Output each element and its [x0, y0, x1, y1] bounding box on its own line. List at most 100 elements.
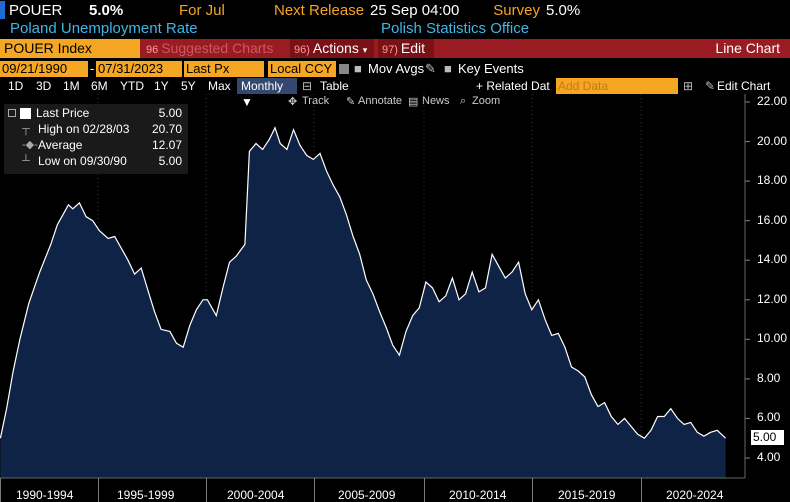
- key-events-toggle[interactable]: Key Events: [458, 61, 524, 76]
- actions-num: 96): [294, 44, 310, 56]
- security-description: Poland Unemployment Rate: [10, 20, 198, 37]
- track-tool[interactable]: Track: [302, 95, 330, 107]
- period-1d[interactable]: 1D: [8, 79, 24, 93]
- track-icon[interactable]: ✥: [288, 96, 298, 108]
- high-marker-icon: ┬: [22, 123, 30, 135]
- series-line: [0, 126, 727, 439]
- end-date-input[interactable]: 07/31/2023: [96, 61, 182, 77]
- next-release-label: Next Release: [274, 1, 365, 19]
- legend-last-price: Last Price 5.00: [4, 106, 188, 121]
- x-label-2020: 2020-2024: [666, 488, 724, 502]
- survey-value: 5.0%: [545, 1, 581, 19]
- edit-menu-button[interactable]: 97) Edit: [378, 39, 434, 58]
- period-6m[interactable]: 6M: [91, 79, 108, 93]
- annotate-icon[interactable]: ✎: [346, 96, 356, 108]
- x-axis: 1990-1994 1995-1999 2000-2004 2005-2009 …: [0, 478, 745, 502]
- collapse-icon[interactable]: [8, 109, 16, 117]
- legend-label: Average: [38, 138, 83, 152]
- y-tick-label: 10.00: [757, 331, 788, 346]
- header-row: POUER 5.0% For Jul Next Release 25 Sep 0…: [0, 0, 790, 20]
- table-button[interactable]: Table: [320, 79, 349, 93]
- series-swatch: [20, 108, 31, 119]
- x-tick: [206, 478, 207, 502]
- chevron-down-icon: ▾: [362, 45, 368, 55]
- edit-num: 97): [382, 44, 398, 56]
- legend-label: Low on 09/30/90: [38, 154, 127, 168]
- checkbox-icon[interactable]: ■: [444, 61, 452, 76]
- last-value-tag: 5.00: [751, 430, 784, 445]
- series-area-fill: [0, 127, 726, 478]
- chart-type-label: Line Chart: [715, 40, 780, 56]
- settings-icon[interactable]: ⊞: [683, 79, 694, 93]
- period-max[interactable]: Max: [208, 79, 231, 93]
- start-date-input[interactable]: 09/21/1990: [0, 61, 88, 77]
- x-label-1995: 1995-1999: [117, 488, 175, 502]
- security-input[interactable]: POUER Index: [0, 39, 140, 58]
- currency-select[interactable]: Local CCY: [268, 61, 336, 77]
- x-label-2000: 2000-2004: [227, 488, 285, 502]
- suggested-charts-button[interactable]: 96 Suggested Charts: [146, 39, 273, 60]
- period-bar: 1D 3D 1M 6M YTD 1Y 5Y Max Monthly ▼ ⊟ Ta…: [0, 78, 790, 109]
- chart-toolbar: POUER Index 96 Suggested Charts 96) Action…: [0, 39, 790, 58]
- description-row: Poland Unemployment Rate Polish Statisti…: [0, 20, 790, 39]
- checkbox-icon[interactable]: ■: [354, 61, 362, 76]
- legend-high: ┬ High on 02/28/03 20.70: [4, 122, 188, 137]
- add-data-input[interactable]: Add Data: [556, 78, 678, 94]
- y-tick-label: 14.00: [757, 252, 788, 267]
- actions-label: Actions: [312, 40, 359, 56]
- zoom-icon[interactable]: ⌕: [460, 95, 467, 107]
- y-tick-label: 22.00: [757, 94, 788, 108]
- low-marker-icon: ┴: [22, 155, 30, 167]
- period-5y[interactable]: 5Y: [181, 79, 196, 93]
- period-label: For Jul: [179, 1, 225, 19]
- legend-average: -◆- Average 12.07: [4, 138, 188, 153]
- current-value: 5.0%: [89, 1, 124, 19]
- edit-label: Edit: [400, 40, 426, 56]
- table-icon[interactable]: ⊟: [302, 79, 313, 93]
- x-tick: [0, 478, 1, 502]
- news-icon[interactable]: ▤: [408, 96, 419, 108]
- frequency-select[interactable]: Monthly ▼: [237, 78, 297, 109]
- average-marker-icon: -◆-: [22, 139, 38, 151]
- data-source: Polish Statistics Office: [381, 20, 530, 37]
- actions-menu-button[interactable]: 96) Actions ▾: [290, 39, 374, 58]
- legend-label: High on 02/28/03: [38, 122, 130, 136]
- legend-value: 5.00: [158, 154, 182, 168]
- x-label-2015: 2015-2019: [558, 488, 616, 502]
- dropdown-arrow-icon[interactable]: [339, 64, 349, 74]
- suggested-num: 96: [146, 44, 159, 56]
- zoom-tool[interactable]: Zoom: [472, 95, 501, 107]
- annotate-tool[interactable]: Annotate: [358, 95, 403, 107]
- period-1m[interactable]: 1M: [63, 79, 80, 93]
- edit-chart-button[interactable]: Edit Chart: [717, 79, 771, 93]
- date-separator: -: [90, 61, 95, 76]
- y-tick-label: 16.00: [757, 212, 788, 227]
- legend-label: Last Price: [36, 106, 90, 120]
- y-tick-label: 4.00: [757, 450, 781, 464]
- x-label-2005: 2005-2009: [338, 488, 396, 502]
- ticker-marker: [0, 1, 5, 19]
- y-tick-label: 20.00: [757, 133, 788, 148]
- y-tick-label: 6.00: [757, 410, 781, 425]
- chart-area[interactable]: [0, 94, 790, 502]
- y-tick-label: 8.00: [757, 370, 781, 385]
- field-select[interactable]: Last Px: [184, 61, 264, 77]
- related-data-button[interactable]: + Related Dat: [476, 79, 550, 93]
- period-3d[interactable]: 3D: [36, 79, 52, 93]
- legend-value: 20.70: [151, 122, 182, 136]
- pencil-icon[interactable]: ✎: [425, 61, 436, 76]
- suggested-label: Suggested Charts: [161, 40, 274, 56]
- mov-avgs-toggle[interactable]: Mov Avgs: [368, 61, 425, 76]
- x-tick: [532, 478, 533, 502]
- x-label-2010: 2010-2014: [449, 488, 507, 502]
- x-tick: [641, 478, 642, 502]
- pencil-icon[interactable]: ✎: [705, 79, 716, 93]
- legend-value: 5.00: [158, 106, 182, 120]
- chart-legend[interactable]: Last Price 5.00 ┬ High on 02/28/03 20.70…: [4, 104, 188, 174]
- period-1y[interactable]: 1Y: [154, 79, 169, 93]
- period-ytd[interactable]: YTD: [120, 79, 144, 93]
- news-tool[interactable]: News: [422, 95, 450, 107]
- x-tick: [424, 478, 425, 502]
- legend-low: ┴ Low on 09/30/90 5.00: [4, 154, 188, 169]
- y-tick-label: 18.00: [757, 173, 788, 188]
